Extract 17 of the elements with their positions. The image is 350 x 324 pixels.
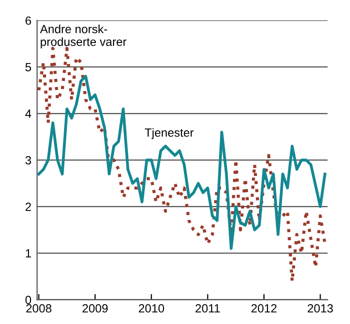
line-series [37,74,326,250]
x-tick-label: 2013 [308,304,333,313]
x-tick-label: 2009 [82,304,108,313]
line-series [37,46,326,283]
x-tick-label: 2011 [196,304,220,313]
x-tick-label: 2008 [26,304,52,313]
y-tick-label: 2 [26,202,31,211]
x-tick-label: 2010 [138,304,164,313]
x-tick-label: 2012 [251,304,277,313]
y-tick-label: 1 [26,249,31,258]
series-label: Andre norsk- produserte varer [40,24,126,48]
series-label: Tjenester [144,128,194,140]
y-tick-label: 4 [25,110,32,118]
y-tick-label: 6 [26,16,32,25]
y-tick-label: 5 [25,63,32,72]
y-tick-label: 0 [25,296,32,304]
y-tick-label: 3 [25,156,32,164]
